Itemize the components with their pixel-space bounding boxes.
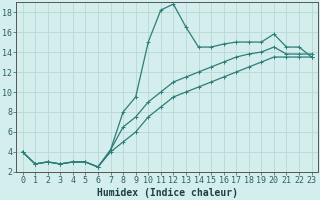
X-axis label: Humidex (Indice chaleur): Humidex (Indice chaleur): [97, 188, 237, 198]
